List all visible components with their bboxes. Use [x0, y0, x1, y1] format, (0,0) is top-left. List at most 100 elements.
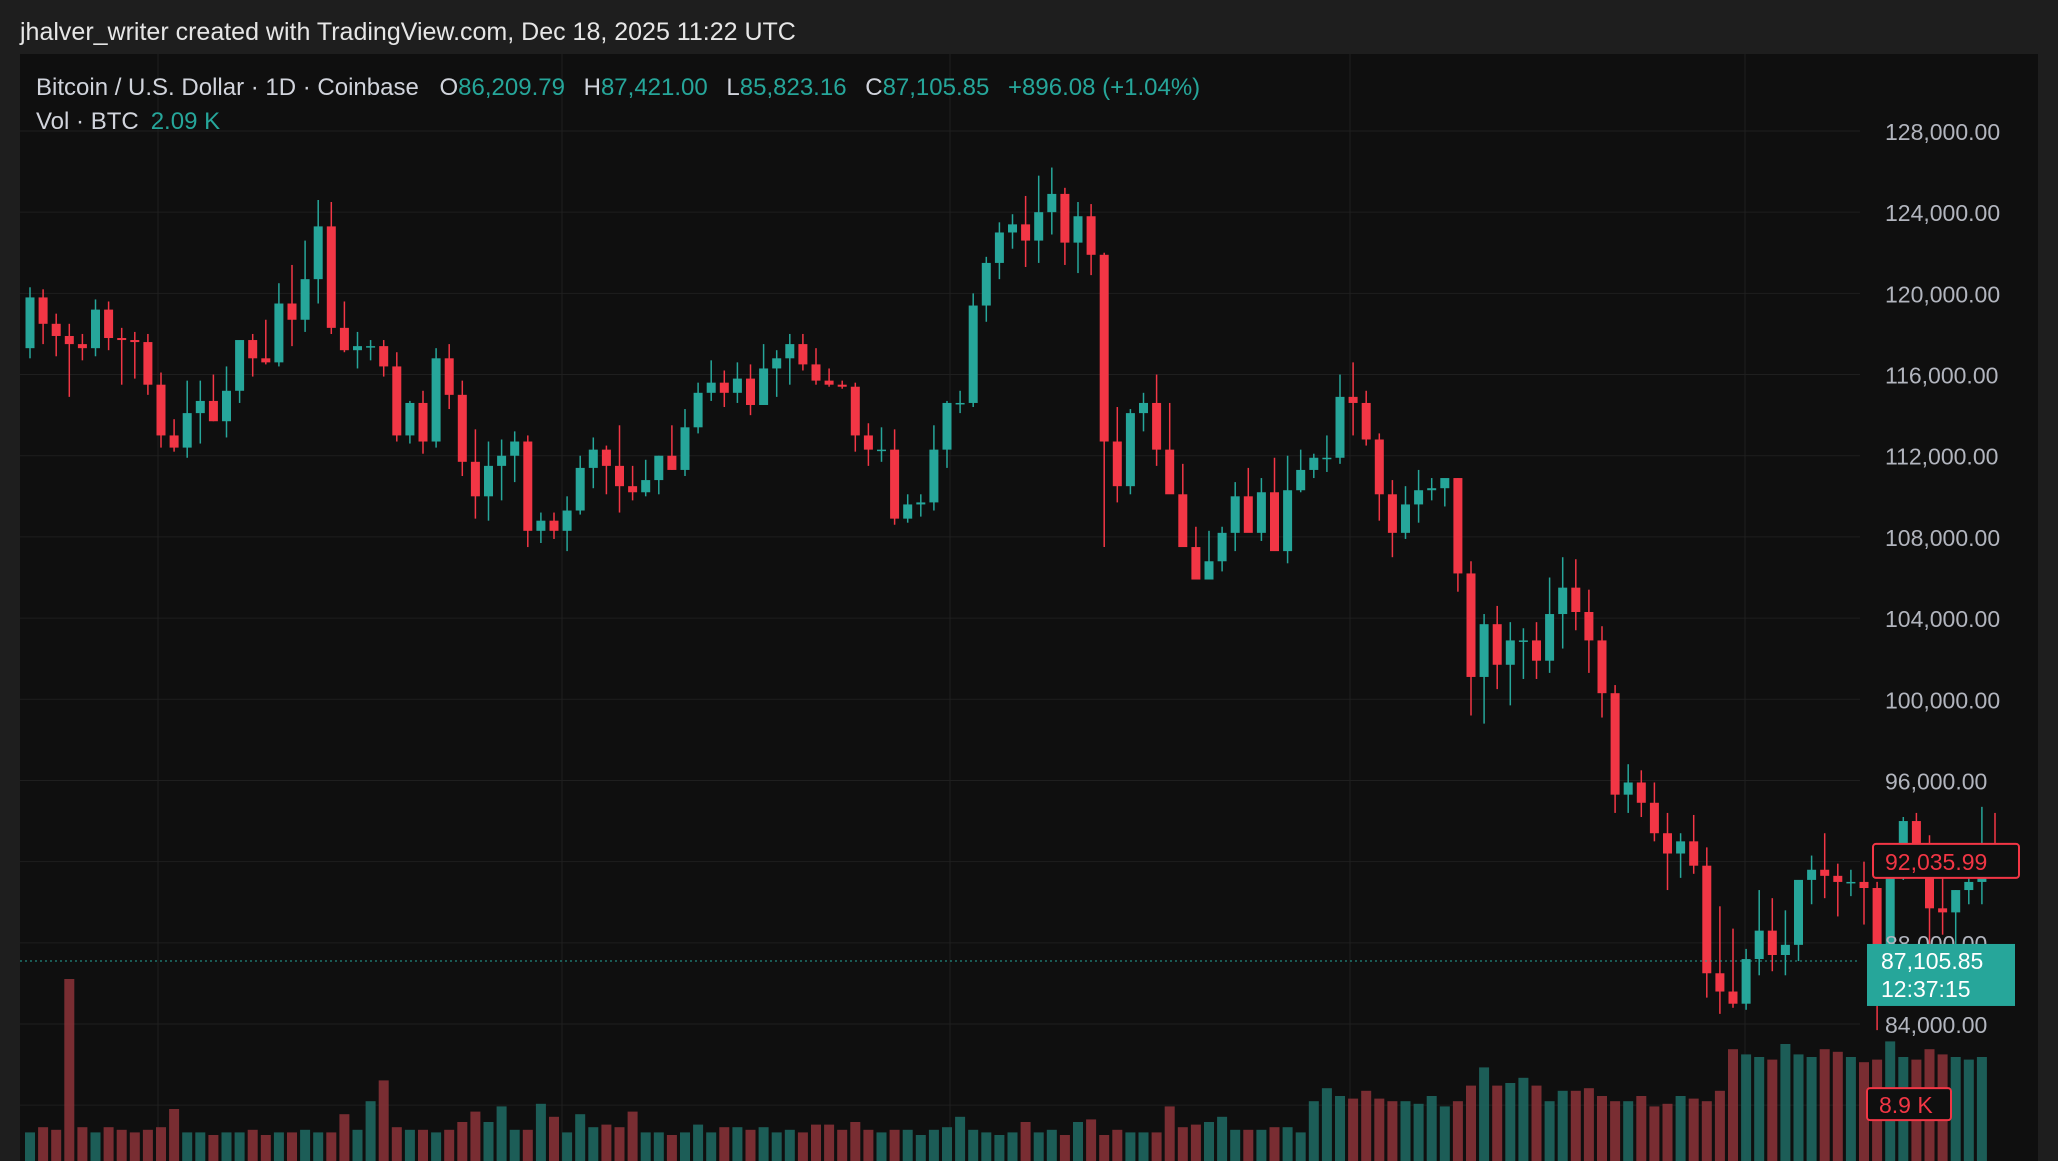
candle-body	[1780, 944, 1790, 955]
candle-body	[916, 502, 926, 505]
candle-body	[431, 358, 441, 442]
candle-body	[1728, 991, 1738, 1004]
volume-bar	[1348, 1098, 1359, 1161]
volume-bar	[1845, 1057, 1856, 1161]
y-tick-label: 100,000.00	[1885, 687, 2000, 713]
candle-body	[1099, 254, 1109, 442]
candle-body	[392, 366, 402, 436]
candle-body	[130, 340, 140, 343]
volume-bar	[509, 1129, 520, 1161]
candle-body	[1741, 959, 1751, 1004]
candle-body	[1060, 193, 1070, 243]
volume-bar	[902, 1129, 913, 1161]
candle-body	[1663, 833, 1672, 854]
candle-body	[1453, 478, 1463, 574]
volume-bar	[234, 1132, 245, 1161]
candle-body	[1243, 496, 1253, 533]
volume-bar	[1073, 1122, 1083, 1161]
candle-body	[77, 344, 87, 349]
volume-bar	[1452, 1101, 1463, 1161]
candle-body	[837, 384, 847, 387]
volume-bar	[247, 1129, 258, 1161]
volume-bar	[1754, 1057, 1765, 1161]
volume-bar	[1361, 1090, 1372, 1161]
candle-body	[929, 449, 939, 503]
candle-body	[1951, 890, 1961, 913]
candle-body	[1401, 504, 1410, 533]
attribution-text: jhalver_writer created with TradingView.…	[20, 18, 796, 46]
candle-body	[1086, 216, 1096, 255]
candle-body	[1938, 908, 1948, 913]
volume-legend: Vol · BTC 2.09 K	[36, 108, 220, 136]
candle-body	[981, 262, 991, 306]
candle-body	[405, 402, 415, 436]
volume-badge-text: 8.9 K	[1879, 1092, 1933, 1118]
volume-bar	[1020, 1122, 1031, 1161]
candle-body	[1165, 449, 1175, 495]
candle-body	[523, 441, 533, 531]
candle-body	[1335, 396, 1345, 458]
candle-body	[261, 358, 271, 363]
open-value: 86,209.79	[458, 74, 565, 101]
price-chart[interactable]: 128,000.00 124,000.00 120,000.00 116,000.00…	[20, 54, 2038, 1161]
volume-bar	[522, 1129, 533, 1161]
volume-bar	[1125, 1132, 1136, 1161]
candle-body	[955, 402, 965, 405]
candle-body	[1191, 547, 1201, 580]
candle-body	[182, 413, 192, 448]
volume-bar	[1413, 1103, 1424, 1161]
volume-bar	[928, 1129, 939, 1161]
close-label: C	[865, 74, 883, 101]
volume-bar	[221, 1132, 232, 1161]
last-price-badge-text: 87,105.85	[1881, 948, 1983, 974]
volume-bar	[129, 1132, 140, 1161]
volume-bar	[797, 1132, 808, 1161]
volume-bar	[352, 1129, 363, 1161]
volume-bar	[1177, 1127, 1188, 1161]
volume-bar	[1688, 1098, 1699, 1161]
volume-bar	[614, 1127, 625, 1161]
chart-pane[interactable]: 128,000.00 124,000.00 120,000.00 116,000.00…	[20, 54, 2038, 1161]
volume-bar	[575, 1114, 586, 1161]
candle-body	[1859, 881, 1869, 889]
volume-bar	[1439, 1106, 1450, 1161]
volume-bar	[1662, 1103, 1673, 1161]
candle-body	[1597, 640, 1607, 694]
volume-bar	[1806, 1057, 1817, 1161]
volume-bar	[273, 1132, 284, 1161]
y-tick-label: 104,000.00	[1885, 606, 2000, 632]
volume-bar	[915, 1135, 926, 1161]
candle-body	[942, 402, 952, 450]
volume-bar	[837, 1129, 848, 1161]
candle-body	[1610, 693, 1620, 795]
candle-body	[1479, 624, 1489, 677]
candle-body	[1807, 869, 1817, 880]
candle-body	[484, 465, 493, 497]
candle-body	[248, 340, 258, 359]
candle-body	[1636, 782, 1646, 803]
candle-body	[1440, 478, 1450, 489]
candle-body	[1112, 441, 1122, 487]
volume-bar	[1086, 1119, 1097, 1161]
candle-body	[418, 402, 428, 442]
candle-body	[536, 520, 546, 531]
candle-body	[1361, 402, 1371, 440]
volume-bar	[1675, 1096, 1686, 1161]
volume-bar	[1282, 1127, 1293, 1161]
candle-body	[64, 335, 74, 345]
y-tick-label: 116,000.00	[1885, 363, 1998, 389]
candle-body	[117, 338, 127, 341]
candle-body	[667, 455, 677, 470]
volume-bar	[1636, 1096, 1647, 1161]
volume-bar	[1217, 1116, 1228, 1161]
volume-bar	[1963, 1059, 1974, 1161]
candle-body	[588, 449, 598, 468]
volume-bar	[627, 1111, 638, 1161]
volume-bar	[418, 1129, 428, 1161]
volume-bar	[1701, 1101, 1712, 1161]
candle-body	[1584, 612, 1594, 641]
candle-body	[994, 232, 1004, 263]
candle-body	[287, 303, 297, 320]
candle-body	[1296, 469, 1306, 491]
